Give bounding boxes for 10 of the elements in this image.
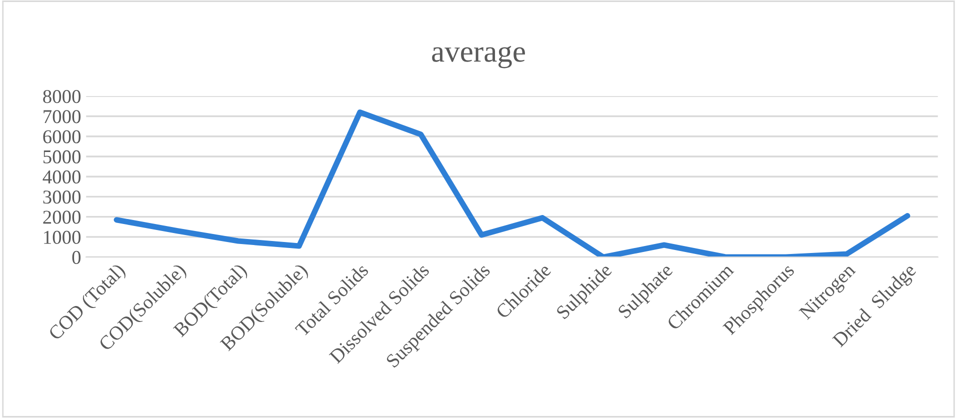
y-tick-label: 3000 [43,190,81,204]
y-tick-label: 2000 [43,210,81,224]
y-tick-label: 6000 [43,130,81,144]
y-tick-label: 8000 [43,90,81,104]
y-tick-label: 0 [72,250,81,264]
y-tick-label: 5000 [44,150,81,164]
y-tick-label: 1000 [44,230,81,244]
y-tick-label: 4000 [42,170,81,184]
y-tick-label: 7000 [44,110,81,124]
chart-title: average [432,46,525,68]
